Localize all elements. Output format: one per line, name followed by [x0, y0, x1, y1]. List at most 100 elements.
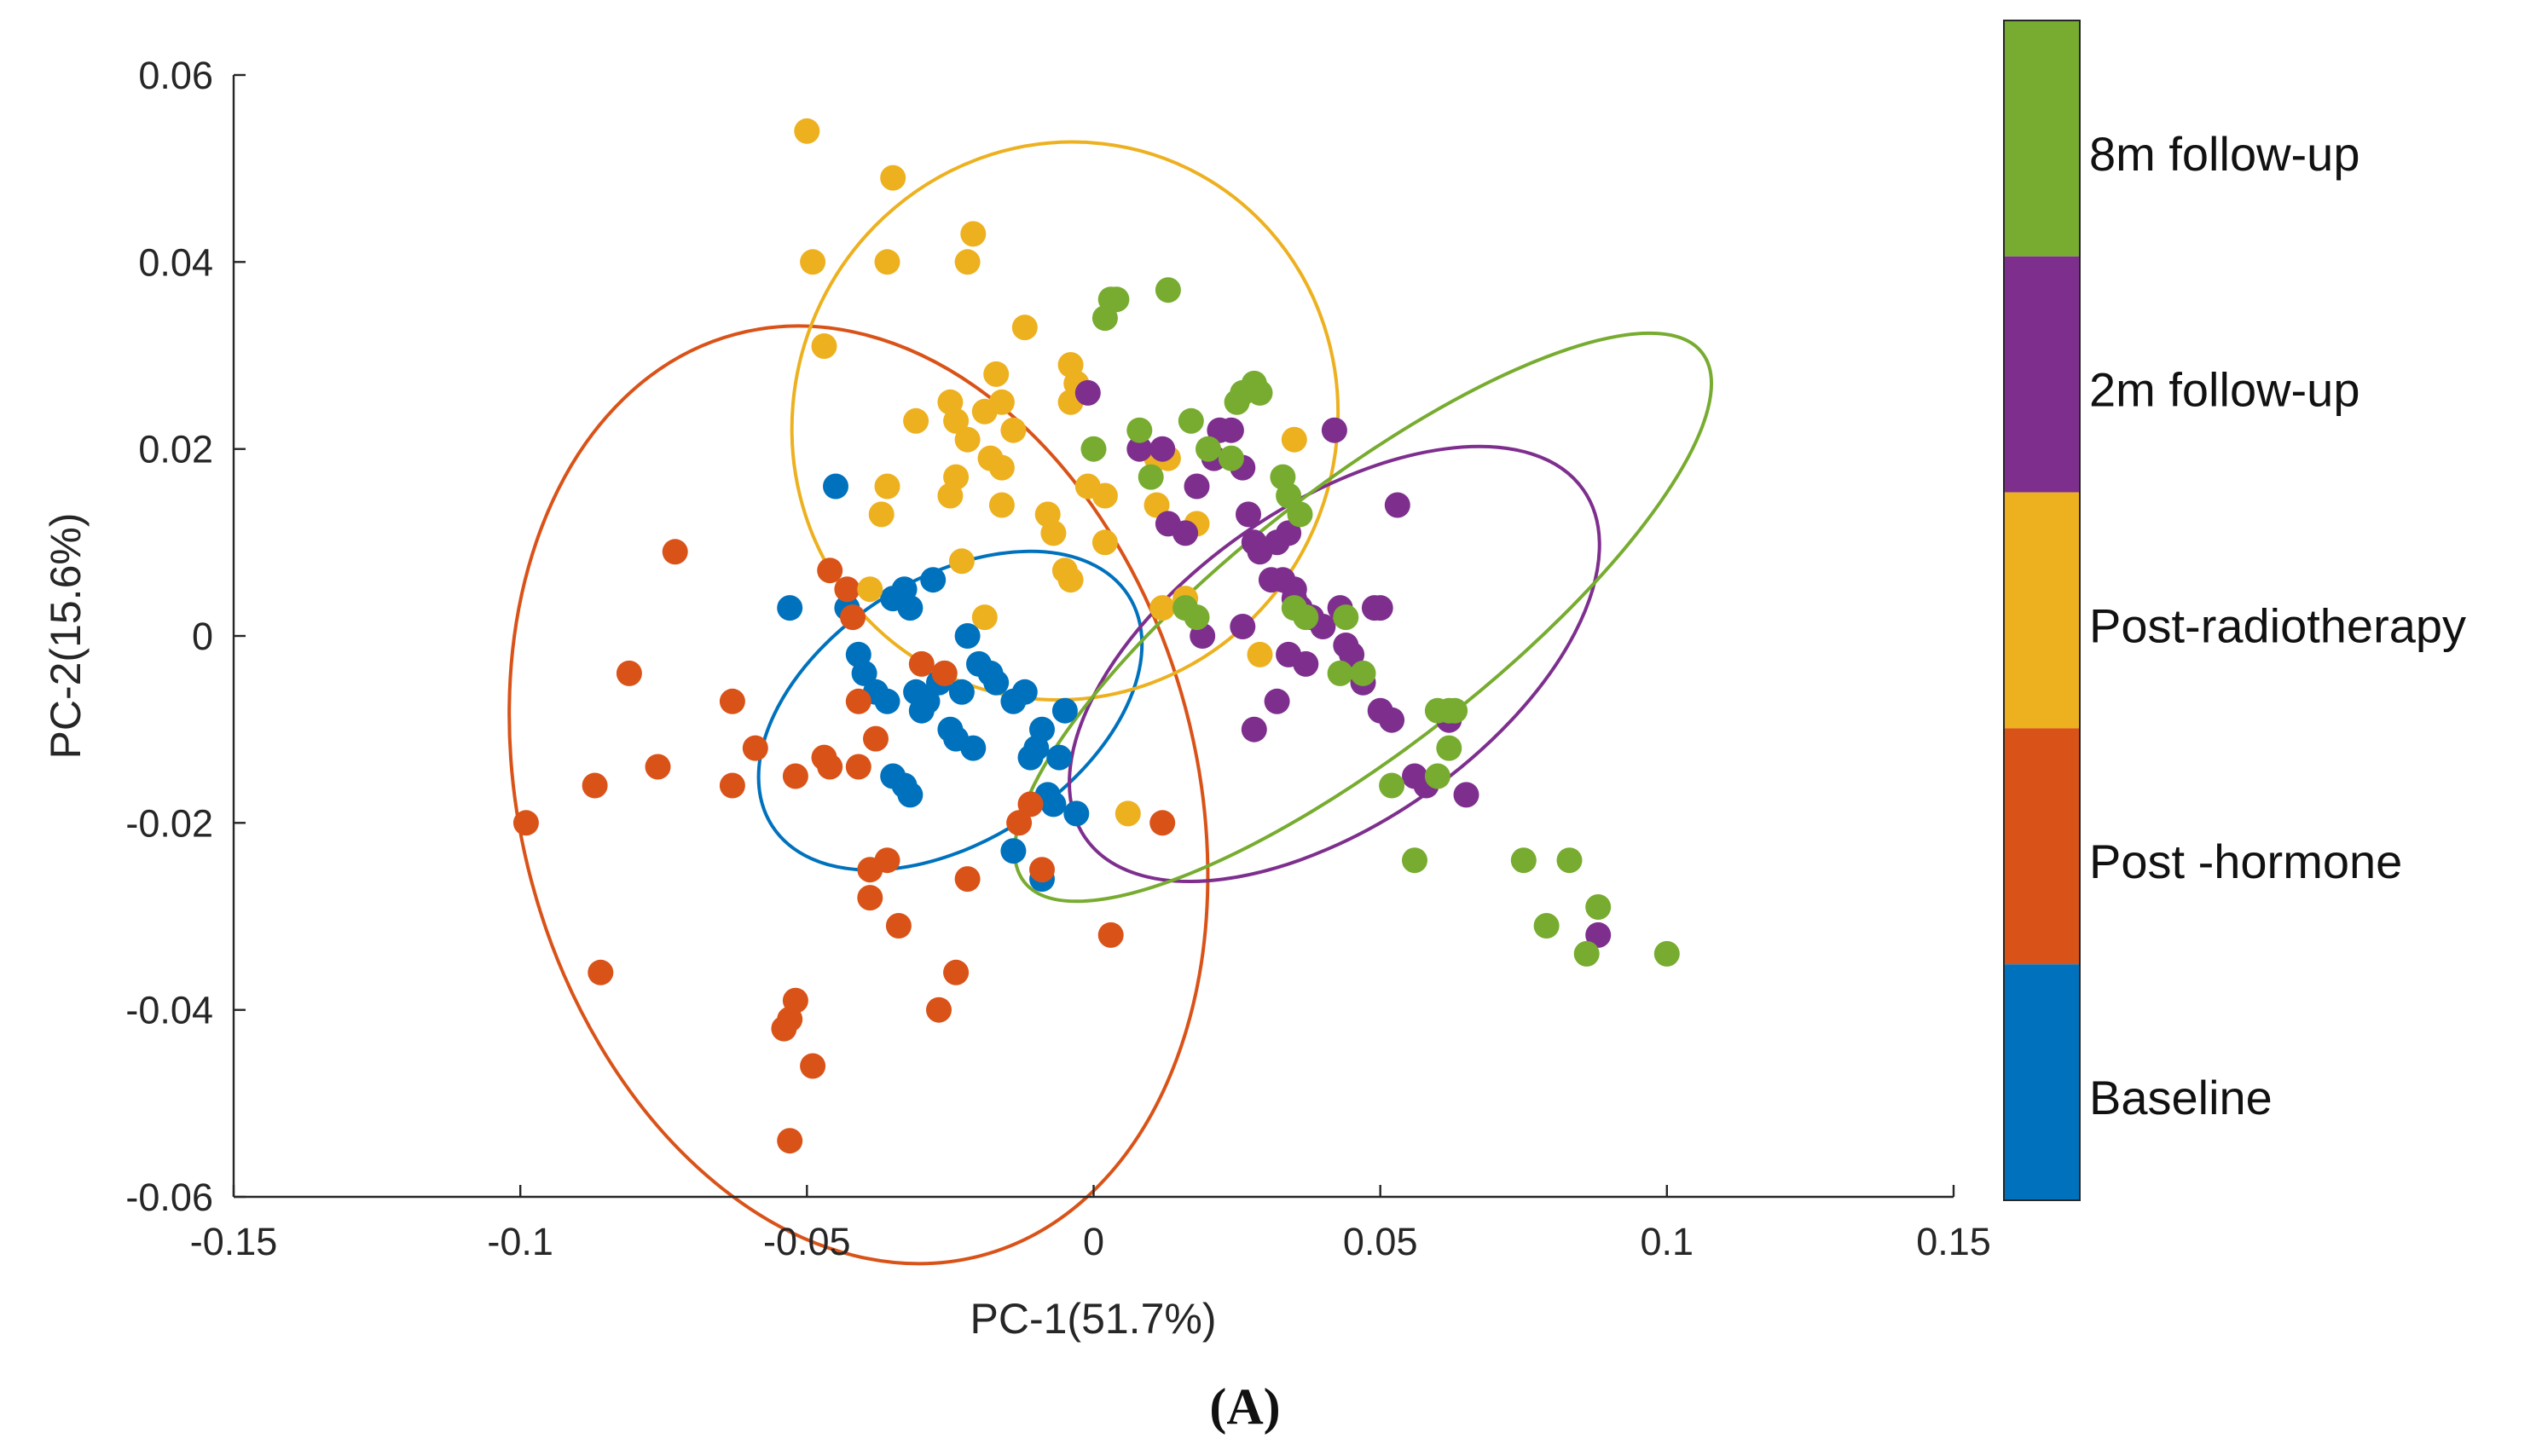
- 8m-follow-up-point: [1327, 660, 1353, 686]
- post-hormone-point: [582, 772, 608, 799]
- 8m-follow-up-point: [1126, 417, 1153, 443]
- 8m-follow-up-point: [1276, 482, 1302, 509]
- post-radiotherapy-point: [1115, 800, 1141, 827]
- post-hormone-point: [817, 754, 843, 780]
- 8m-follow-up-point: [1080, 436, 1107, 462]
- 8m-follow-up-point: [1103, 286, 1130, 313]
- x-ticks: -0.15 -0.1 -0.05 0 0.05 0.1 0.15: [190, 1185, 1991, 1263]
- baseline-point: [960, 735, 987, 761]
- 8m-follow-up-point: [1155, 277, 1181, 303]
- post-hormone-point: [1149, 810, 1176, 836]
- 2m-follow-up-point: [1241, 716, 1267, 742]
- x-tick-label: 0.05: [1343, 1220, 1418, 1263]
- legend-label-post-hormone: Post -hormone: [2089, 835, 2402, 888]
- 2m-follow-up-point: [1218, 417, 1244, 443]
- post-radiotherapy-point: [988, 454, 1015, 481]
- post-hormone-point: [954, 866, 981, 893]
- post-hormone-point: [1097, 922, 1124, 948]
- post-hormone-point: [782, 763, 808, 789]
- 8m-follow-up-point: [1442, 697, 1468, 724]
- post-hormone-point: [1029, 857, 1055, 883]
- 8m-follow-up-point: [1533, 913, 1560, 939]
- x-tick-label: -0.15: [190, 1220, 278, 1263]
- post-hormone-point: [874, 847, 900, 874]
- baseline-point: [1000, 838, 1027, 864]
- x-tick-label: 0: [1083, 1220, 1104, 1263]
- post-hormone-point: [588, 959, 614, 985]
- 8m-follow-up-point: [1350, 660, 1376, 686]
- baseline-point: [1046, 744, 1073, 771]
- post-radiotherapy-point: [943, 407, 970, 434]
- 2m-follow-up-point: [1126, 436, 1153, 462]
- x-tick-label: 0.15: [1916, 1220, 1991, 1263]
- 2m-follow-up-point: [1367, 595, 1393, 621]
- post-hormone-point: [885, 913, 912, 939]
- baseline-point: [851, 660, 877, 686]
- baseline-point: [880, 763, 906, 789]
- 8m-follow-up-point: [1224, 389, 1250, 415]
- legend-border: [2003, 20, 2081, 1201]
- post-radiotherapy-point: [1040, 520, 1067, 546]
- post-radiotherapy-point: [1247, 641, 1273, 667]
- baseline-point: [914, 688, 941, 714]
- 2m-follow-up-point: [1276, 520, 1302, 546]
- 8m-follow-up-point: [1196, 436, 1221, 462]
- post-radiotherapy-point: [1149, 595, 1176, 621]
- 2m-follow-up-point: [1384, 492, 1410, 518]
- 8m-follow-up-point: [1402, 847, 1427, 874]
- post-radiotherapy-point: [903, 407, 929, 434]
- post-radiotherapy-point: [880, 165, 906, 191]
- x-tick-label: -0.05: [763, 1220, 851, 1263]
- 2m-follow-up-point: [1276, 641, 1302, 667]
- 8m-follow-up-point: [1653, 940, 1680, 967]
- baseline-point: [777, 595, 803, 621]
- post-radiotherapy-point: [971, 604, 998, 631]
- post-hormone-point: [616, 660, 642, 686]
- post-radiotherapy-ellipse: [790, 140, 1340, 702]
- 8m-follow-up-point: [1585, 894, 1612, 920]
- ellipse-layer: [507, 140, 1713, 1266]
- 8m-follow-up-point: [1573, 940, 1600, 967]
- post-radiotherapy-point: [948, 548, 975, 575]
- post-hormone-point: [662, 539, 688, 565]
- 8m-follow-up-point: [1184, 604, 1210, 631]
- y-tick-label: 0.02: [138, 428, 213, 471]
- post-hormone-ellipse: [507, 324, 1210, 1266]
- 8m-follow-up-point: [1287, 501, 1313, 528]
- post-radiotherapy-point: [874, 249, 900, 275]
- post-radiotherapy-point: [857, 576, 883, 603]
- 8m-follow-up-point: [1556, 847, 1583, 874]
- post-hormone-point: [840, 604, 866, 631]
- post-radiotherapy-point: [954, 426, 981, 453]
- post-hormone-point: [863, 725, 889, 752]
- baseline-point: [920, 567, 947, 593]
- 2m-follow-up-point: [1172, 520, 1199, 546]
- legend-colorbar: 8m follow-up 2m follow-up Post-radiotherap…: [2003, 20, 2466, 1201]
- baseline-point: [897, 595, 923, 621]
- 2m-follow-up-point: [1236, 501, 1261, 528]
- post-hormone-point: [719, 772, 745, 799]
- 2m-follow-up-point: [1453, 782, 1479, 808]
- baseline-point: [1051, 697, 1078, 724]
- post-radiotherapy-point: [988, 492, 1015, 518]
- post-radiotherapy-point: [954, 249, 981, 275]
- y-tick-label: 0: [192, 615, 213, 658]
- post-radiotherapy-point: [800, 249, 826, 275]
- legend-swatch-post-radiotherapy: [2004, 492, 2080, 729]
- y-tick-label: 0.06: [138, 54, 213, 97]
- post-radiotherapy-point: [1091, 482, 1118, 509]
- legend-label-post-radiotherapy: Post-radiotherapy: [2089, 598, 2466, 652]
- 8m-follow-up-point: [1178, 407, 1204, 434]
- post-radiotherapy-point: [1144, 492, 1170, 518]
- 2m-follow-up-point: [1339, 641, 1365, 667]
- post-hormone-point: [943, 959, 970, 985]
- baseline-point: [1040, 791, 1067, 818]
- baseline-point: [983, 669, 1010, 696]
- 2m-follow-up-point: [1074, 379, 1101, 406]
- legend-label-2m-follow-up: 2m follow-up: [2089, 363, 2359, 417]
- baseline-point: [823, 473, 848, 500]
- 8m-follow-up-point: [1247, 379, 1273, 406]
- y-axis-label: PC-2(15.6%): [42, 513, 90, 760]
- post-radiotherapy-point: [983, 361, 1010, 387]
- baseline-point: [1029, 716, 1055, 742]
